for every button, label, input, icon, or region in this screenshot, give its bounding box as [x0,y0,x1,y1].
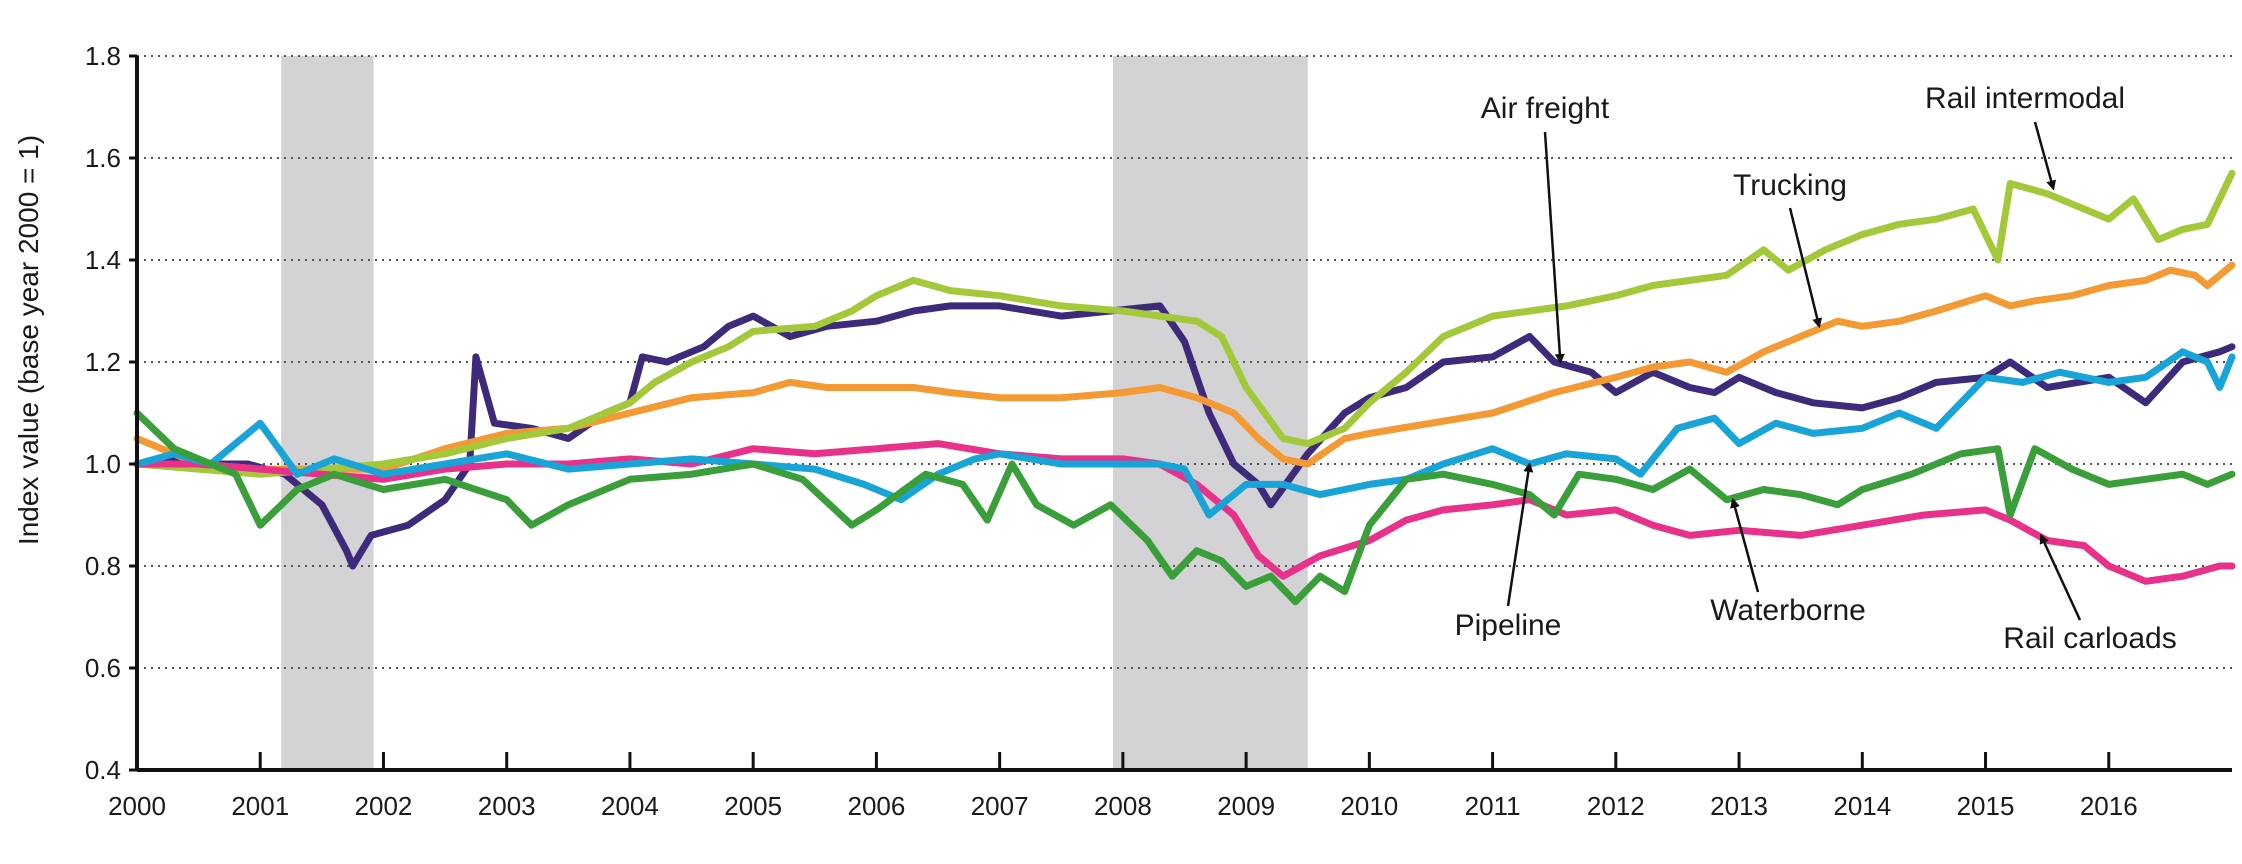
annotation-arrow-rail-intermodal [2033,121,2057,191]
series-line-trucking [133,261,2236,473]
annotation-arrow-trucking [1788,207,1823,329]
annotation-label-air-freight: Air freight [1481,92,1610,125]
series-line-pipeline [133,348,2236,519]
series-line-rail-carloads [133,440,2236,585]
x-tick-label: 2013 [1710,791,1768,821]
y-tick-label: 0.8 [85,551,121,581]
annotation-label-trucking: Trucking [1733,169,1847,202]
annotation-label-pipeline: Pipeline [1455,609,1562,642]
annotation-label-waterborne: Waterborne [1710,594,1866,627]
y-tick-label: 0.6 [85,653,121,683]
y-axis-title: Index value (base year 2000 = 1) [13,135,44,545]
series-line-waterborne [133,409,2236,606]
x-tick-label: 2002 [355,791,413,821]
x-tick-label: 2004 [601,791,659,821]
y-tick-label: 1.6 [85,143,121,173]
x-tick-label: 2000 [108,791,166,821]
annotations: Air freight Rail intermodal Trucking Pipeli… [1455,82,2177,655]
x-tick-label: 2001 [231,791,289,821]
annotation-label-rail-carloads: Rail carloads [2003,622,2176,655]
x-tick-label: 2005 [724,791,782,821]
annotation-arrow-rail-carloads [2039,533,2082,621]
x-tick-label: 2009 [1217,791,1275,821]
x-tick-label: 2011 [1465,791,1521,821]
x-tick-label: 2012 [1587,791,1645,821]
annotation-arrow-waterborne [1730,497,1760,593]
x-tick-label: 2010 [1340,791,1398,821]
y-tick-label: 1.8 [85,41,121,71]
y-tick-label: 1.2 [85,347,121,377]
series-line-rail-intermodal [133,169,2236,478]
recession-band-1 [281,56,374,770]
y-tick-label: 0.4 [85,755,121,785]
x-tick-label: 2016 [2080,791,2138,821]
annotation-label-rail-intermodal: Rail intermodal [1925,82,2125,115]
x-tick-label: 2008 [1094,791,1152,821]
x-tick-label: 2007 [971,791,1029,821]
axes: 0.4 0.6 0.8 1.0 1.2 1.4 1.6 1.8 2000 2001 2002 2003… [85,41,2232,821]
x-tick-label: 2015 [1957,791,2015,821]
x-tick-label: 2003 [478,791,536,821]
series-lines [133,169,2236,606]
y-tick-label: 1.4 [85,245,121,275]
x-tick-label: 2006 [847,791,905,821]
x-tick-label: 2014 [1833,791,1891,821]
recession-bands [281,56,1308,770]
annotation-arrow-air-freight [1543,131,1565,364]
y-tick-label: 1.0 [85,449,121,479]
annotation-arrow-pipeline [1506,462,1534,607]
